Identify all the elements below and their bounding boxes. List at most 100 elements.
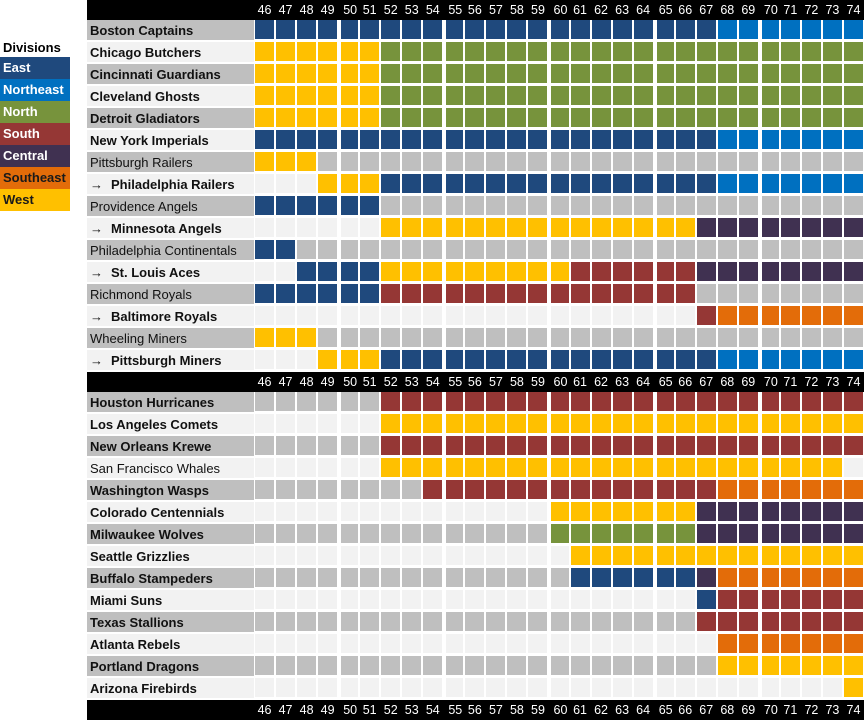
cell-inactive [381,590,401,609]
cell-n [446,86,464,105]
team-name-text: Portland Dragons [90,659,200,674]
team-row: New York Imperials [87,130,864,152]
cell-e [633,130,653,149]
cell-e [318,284,338,303]
cell-inactive [717,678,737,697]
team-row: → St. Louis Aces [87,262,864,284]
cell-inactive [341,218,359,237]
cell-inactive [381,634,401,653]
cell-inactive [423,196,443,215]
cell-ne [780,130,800,149]
cell-c [738,262,758,281]
cell-n [738,86,758,105]
cell-inactive [822,152,842,171]
cell-w [381,262,401,281]
cell-w [318,108,338,127]
team-name-text: Chicago Butchers [90,45,202,60]
cell-inactive [843,284,863,303]
cell-inactive [633,240,653,259]
cell-c [780,502,800,521]
cell-s [486,436,506,455]
cell-inactive [656,656,674,675]
cell-w [360,174,380,193]
cell-c [761,262,779,281]
cell-n [446,64,464,83]
cell-e [507,130,527,149]
year-label: 56 [467,703,482,717]
cell-w [446,458,464,477]
cell-inactive [551,612,569,631]
year-label: 63 [615,703,630,717]
cell-w [341,350,359,369]
cell-s [528,284,548,303]
cell-w [402,414,422,433]
team-name: Providence Angels [87,196,254,216]
cell-s [570,392,590,411]
team-name-text: Houston Hurricanes [90,395,215,410]
cell-w [696,414,716,433]
cell-e [360,20,380,39]
cell-ne [761,130,779,149]
cell-inactive [551,546,569,565]
cell-n [780,42,800,61]
team-name-text: St. Louis Aces [111,265,201,280]
cell-w [551,262,569,281]
cell-e [570,130,590,149]
cell-inactive [276,414,296,433]
cell-inactive [255,306,275,325]
cell-s [507,480,527,499]
cell-inactive [465,678,485,697]
cell-inactive [570,306,590,325]
cell-n [423,64,443,83]
cell-w [486,218,506,237]
cell-s [591,262,611,281]
cell-inactive [633,152,653,171]
cell-e [381,174,401,193]
cell-ne [738,20,758,39]
cell-w [423,414,443,433]
cell-n [822,86,842,105]
cell-inactive [423,678,443,697]
year-label: 47 [278,703,293,717]
cell-inactive [738,328,758,347]
cell-n [656,64,674,83]
cell-s [612,436,632,455]
cell-e [675,174,695,193]
cell-se [717,480,737,499]
team-name-text: Providence Angels [90,199,198,214]
team-name: Philadelphia Continentals [87,240,254,260]
cell-inactive [696,284,716,303]
cell-inactive [360,306,380,325]
cell-w [255,86,275,105]
cell-w [423,218,443,237]
cell-e [276,284,296,303]
team-name: Texas Stallions [87,612,254,632]
cell-inactive [360,634,380,653]
cell-inactive [551,240,569,259]
cell-inactive [551,634,569,653]
cell-inactive [297,218,317,237]
cell-w [656,546,674,565]
year-label: 53 [404,703,419,717]
cell-n [656,86,674,105]
cell-inactive [612,328,632,347]
cell-inactive [675,678,695,697]
cell-c [801,502,821,521]
year-label: 60 [553,3,568,17]
cell-n [612,86,632,105]
cell-inactive [612,152,632,171]
cell-w [528,458,548,477]
year-label: 50 [343,375,358,389]
cell-s [465,392,485,411]
cell-e [591,350,611,369]
cell-inactive [780,240,800,259]
cell-n [465,42,485,61]
cell-inactive [528,502,548,521]
cell-w [318,86,338,105]
cell-e [360,130,380,149]
cell-inactive [318,480,338,499]
cell-inactive [297,458,317,477]
cell-ne [738,350,758,369]
cell-w [696,458,716,477]
team-row: Milwaukee Wolves [87,524,864,546]
